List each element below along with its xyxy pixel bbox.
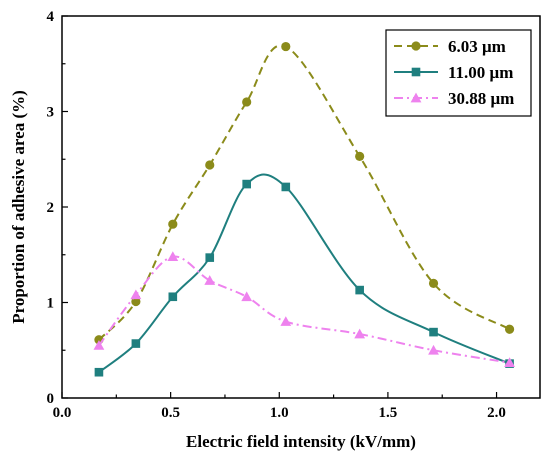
series-3	[93, 251, 515, 367]
data-point	[131, 339, 141, 348]
series-line	[98, 255, 510, 364]
data-point	[242, 97, 252, 107]
data-point	[205, 253, 215, 262]
x-tick-label: 2.0	[487, 405, 506, 421]
legend-marker	[411, 67, 421, 77]
series-line	[98, 173, 510, 374]
data-point	[280, 316, 292, 326]
plot-frame	[61, 15, 541, 399]
x-tick-label: 1.0	[270, 405, 289, 421]
x-tick-label: 0.5	[161, 405, 180, 421]
data-point	[428, 278, 439, 288]
data-point	[355, 285, 364, 295]
data-point	[130, 289, 142, 300]
data-point	[93, 340, 105, 350]
series-1	[94, 41, 515, 345]
data-point	[504, 324, 515, 334]
legend-item: 11.00 μm	[394, 63, 513, 82]
series-line	[98, 44, 511, 341]
data-point	[428, 344, 439, 355]
x-axis-label: Electric field intensity (kV/mm)	[186, 432, 416, 451]
data-point	[354, 328, 366, 339]
plot-area	[93, 41, 515, 377]
legend-item: 30.88 μm	[394, 89, 514, 108]
data-point	[281, 41, 291, 52]
data-point	[167, 251, 179, 261]
legend-marker	[410, 92, 422, 103]
y-tick-label: 1	[47, 296, 55, 312]
legend: 6.03 μm 11.00 μm 30.88 μm	[385, 29, 532, 117]
data-point	[204, 275, 216, 285]
axis-ticks: 0.0 0.5 1.0 1.5 2.0 0 1 2 3 4	[47, 9, 506, 421]
y-tick-label: 0	[47, 391, 55, 407]
data-point	[355, 151, 365, 161]
y-tick-label: 2	[47, 200, 55, 216]
series-2	[94, 173, 514, 377]
y-axis-label: Proportion of adhesive area (%)	[9, 90, 28, 324]
x-tick-label: 0.0	[53, 405, 72, 421]
legend-marker	[411, 41, 421, 51]
y-tick-label: 3	[47, 105, 55, 121]
data-point	[205, 160, 215, 170]
legend-label: 11.00 μm	[448, 63, 513, 82]
legend-label: 6.03 μm	[448, 37, 506, 56]
legend-label: 30.88 μm	[448, 89, 514, 108]
data-point	[429, 327, 438, 337]
data-point	[241, 291, 253, 302]
data-point	[242, 179, 251, 189]
x-tick-label: 1.5	[379, 405, 398, 421]
data-point	[504, 357, 515, 367]
legend-item: 6.03 μm	[394, 37, 506, 56]
data-point	[168, 219, 178, 229]
data-point	[168, 292, 178, 302]
data-point	[281, 182, 291, 192]
data-point	[94, 367, 104, 377]
y-tick-label: 4	[47, 9, 55, 25]
